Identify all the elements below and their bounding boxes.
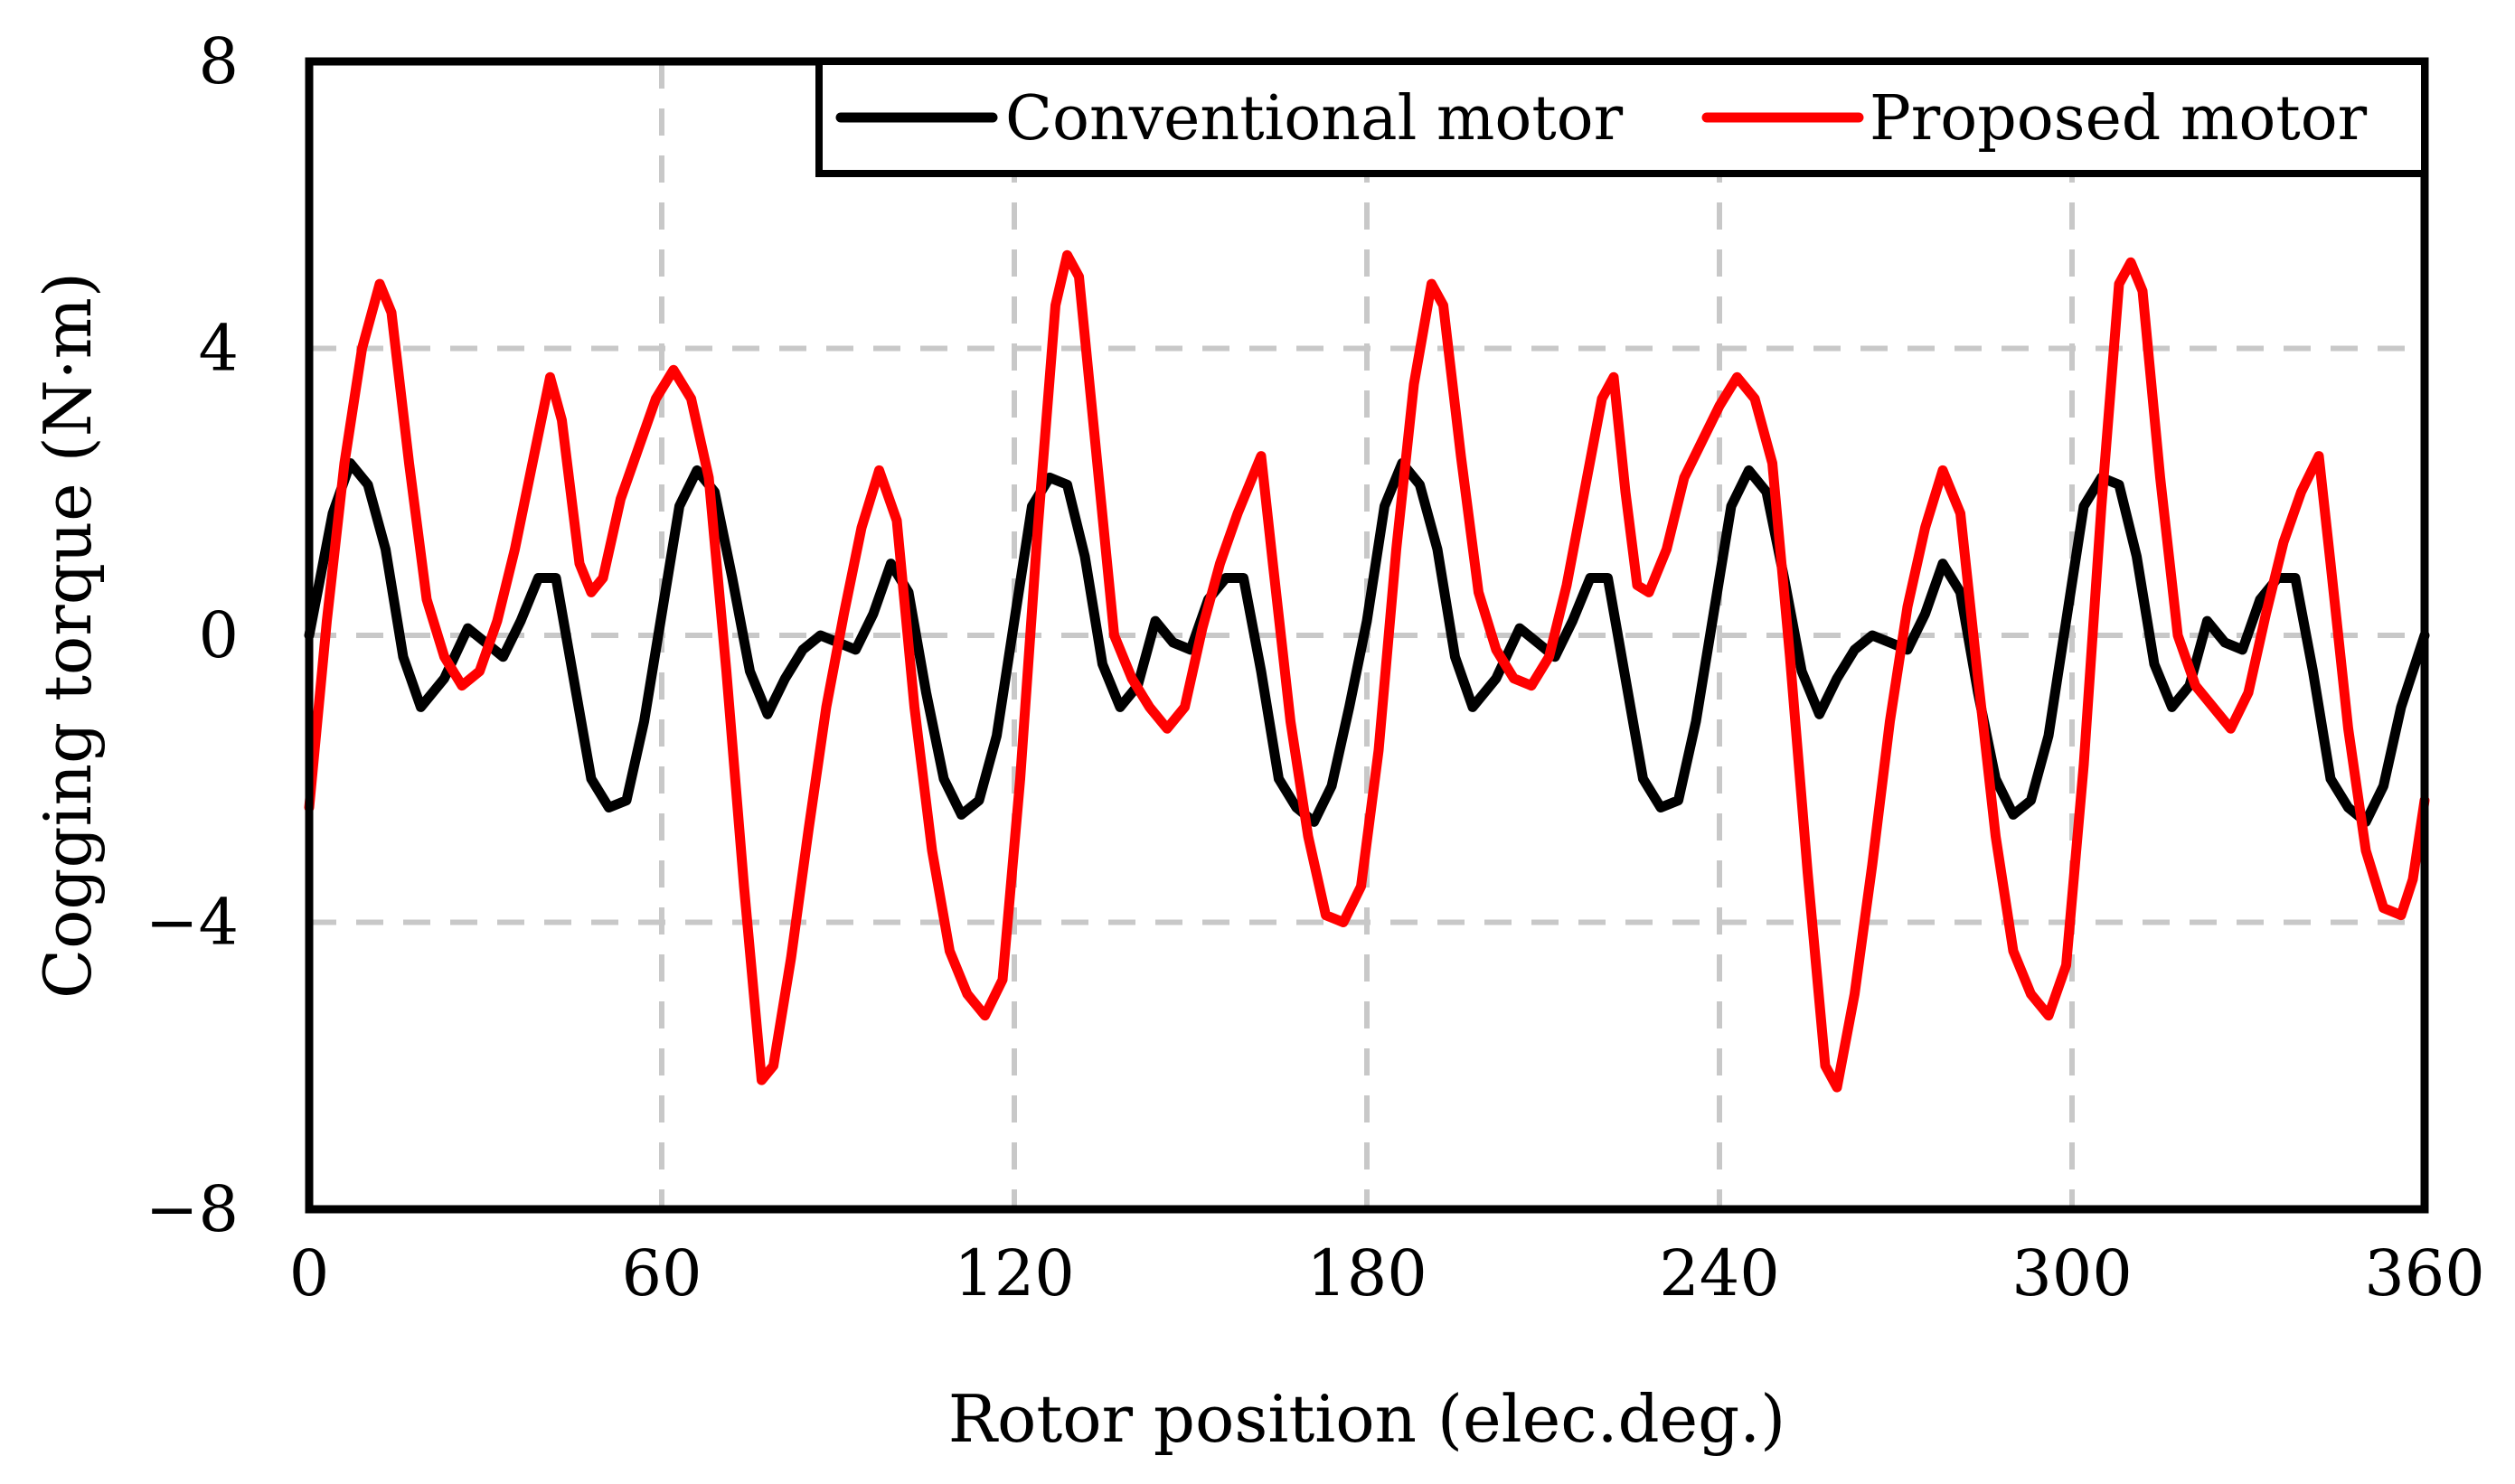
y-tick-label-8: 8 bbox=[198, 24, 239, 99]
x-tick-label-360: 360 bbox=[2364, 1236, 2485, 1310]
y-tick-labels: −8 −4 0 4 8 bbox=[146, 24, 239, 1246]
y-tick-label-neg4: −4 bbox=[146, 886, 239, 960]
y-tick-label-4: 4 bbox=[198, 312, 239, 386]
x-tick-label-120: 120 bbox=[954, 1236, 1075, 1310]
legend-box bbox=[815, 58, 2428, 177]
x-tick-label-240: 240 bbox=[1659, 1236, 1780, 1310]
x-tick-label-300: 300 bbox=[2011, 1236, 2133, 1310]
legend-label-proposed: Proposed motor bbox=[1870, 83, 2368, 155]
legend-label-conventional: Conventional motor bbox=[1005, 83, 1624, 155]
series-layer bbox=[304, 249, 2430, 1093]
series-line-proposed-motor bbox=[304, 249, 2430, 1093]
x-tick-labels: 0 60 120 180 240 300 360 bbox=[289, 1236, 2485, 1310]
legend: Conventional motor Proposed motor bbox=[815, 58, 2428, 177]
x-tick-label-180: 180 bbox=[1306, 1236, 1427, 1310]
y-tick-label-0: 0 bbox=[198, 598, 239, 672]
x-axis-title: Rotor position (elec.deg.) bbox=[948, 1381, 1785, 1457]
y-axis-title: Cogging torque (N·m) bbox=[30, 272, 106, 999]
x-tick-label-60: 60 bbox=[621, 1236, 702, 1310]
x-tick-label-0: 0 bbox=[289, 1236, 330, 1310]
y-tick-label-neg8: −8 bbox=[146, 1172, 239, 1246]
series-line-conventional-motor bbox=[304, 458, 2430, 827]
